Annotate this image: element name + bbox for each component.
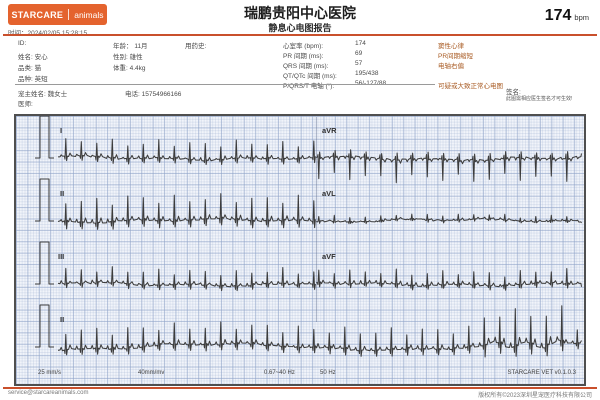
- ecg-trace-svg: [35, 116, 583, 358]
- patient-species-value: 猫: [34, 65, 42, 72]
- signature-label: 签名:: [506, 89, 521, 96]
- patient-species-label: 品类:: [18, 65, 33, 72]
- patient-name-label: 姓名:: [18, 54, 33, 61]
- ventricular-rate-label: 心室率 (bpm):: [283, 43, 324, 50]
- medication-history-row: 用药史:: [185, 40, 206, 50]
- patient-breed-value: 英短: [34, 76, 48, 83]
- owner-phone-label: 电话:: [125, 91, 140, 98]
- doctor-label: 医师:: [18, 101, 33, 108]
- patient-id-row: ID:: [18, 40, 26, 47]
- qrs-duration-label: QRS 间期 (ms):: [283, 63, 329, 70]
- setting-paper-speed: 25 mm/s: [38, 370, 62, 376]
- footer-email: service@starcareanimals.com: [8, 390, 89, 396]
- patient-sex-row: 性别: 雄性: [113, 51, 143, 61]
- qt-qtc-label: QT/QTc 间期 (ms):: [283, 73, 337, 80]
- patient-weight-label: 体重:: [113, 65, 128, 72]
- diagnosis-conclusion: 可疑或大致正常心电图: [438, 83, 503, 90]
- setting-notch: 50 Hz: [320, 370, 336, 376]
- lead-label-aVL: aVL: [322, 189, 336, 198]
- owner-phone-row: 电话: 15754966166: [125, 88, 181, 98]
- report-title: 静息心电图报告: [268, 23, 332, 33]
- patient-name-value: 安心: [34, 54, 48, 61]
- lead-label-I: I: [60, 126, 63, 135]
- header-divider: [3, 34, 597, 36]
- lead-label-aVR: aVR: [322, 126, 337, 135]
- patient-age-value: 11月: [134, 43, 148, 50]
- patient-weight-row: 体重: 4.4kg: [113, 62, 146, 72]
- patient-weight-value: 4.4kg: [129, 65, 146, 72]
- patient-age-label: 年龄：: [113, 43, 133, 50]
- signature-note: 此图需相应医生签名才可生效!: [506, 96, 573, 102]
- lead-label-aVF: aVF: [322, 252, 336, 261]
- lead-label-II-rhythm: II: [60, 315, 65, 324]
- diagnosis-sinus-rhythm: 窦性心律: [438, 43, 464, 50]
- pr-interval-label: PR 间期 (ms):: [283, 53, 324, 60]
- ecg-column-separator: [316, 117, 317, 322]
- ecg-chart-panel: I II III II aVR aVL aVF 25 mm/s 40mm/mv …: [14, 114, 586, 386]
- starcare-logo: STARCARE animals: [8, 4, 107, 25]
- doctor-row: 医师:: [18, 98, 33, 108]
- axis-value: 56/-127/88: [355, 80, 386, 87]
- ventricular-rate-value: 174: [355, 40, 366, 47]
- logo-brand-text: STARCARE: [11, 9, 64, 20]
- patient-breed-row: 品种: 英短: [18, 73, 48, 83]
- setting-gain: 40mm/mv: [138, 370, 165, 376]
- patient-name-row: 姓名: 安心: [18, 51, 48, 61]
- patient-id-label: ID:: [18, 40, 27, 47]
- patient-breed-label: 品种:: [18, 76, 33, 83]
- diagnosis-short-pr: PR间期缩短: [438, 53, 474, 60]
- axis-label: P/QRS/T 电轴 (°):: [283, 83, 335, 90]
- owner-phone-value: 15754966166: [141, 91, 182, 98]
- owner-name-row: 宠主姓名: 魏女士: [18, 88, 67, 98]
- hospital-name: 瑞鹏贵阳中心医院: [244, 5, 356, 21]
- heart-rate-display: 174 bpm: [545, 7, 589, 25]
- patient-sex-label: 性别:: [113, 54, 128, 61]
- device-version: STARCARE VET v0.1.0.3: [507, 370, 576, 376]
- report-timestamp: 时间：2024/02/05 15:28:15: [8, 27, 87, 37]
- diagnosis-right-axis: 电轴右偏: [438, 63, 464, 70]
- pr-interval-value: 69: [355, 50, 363, 57]
- footer-divider: [3, 387, 597, 389]
- patient-species-row: 品类: 猫: [18, 62, 41, 72]
- lead-label-II: II: [60, 189, 65, 198]
- lead-label-III: III: [58, 252, 65, 261]
- qt-qtc-value: 195/438: [355, 70, 379, 77]
- setting-filter: 0.67~40 Hz: [264, 370, 295, 376]
- footer-copyright: 版权所有©2023深圳星宠医疗科技有限公司: [478, 393, 592, 399]
- owner-name-label: 宠主姓名:: [18, 91, 46, 98]
- patient-age-row: 年龄： 11月: [113, 40, 148, 50]
- heart-rate-value: 174: [544, 7, 572, 24]
- logo-divider: [68, 9, 70, 20]
- logo-animals-text: animals: [74, 9, 104, 20]
- medication-history-label: 用药史:: [185, 43, 207, 50]
- patient-sex-value: 雄性: [129, 54, 143, 61]
- qrs-duration-value: 57: [355, 60, 363, 67]
- heart-rate-unit: bpm: [574, 13, 589, 22]
- owner-section-divider: [15, 84, 435, 85]
- owner-name-value: 魏女士: [47, 91, 68, 98]
